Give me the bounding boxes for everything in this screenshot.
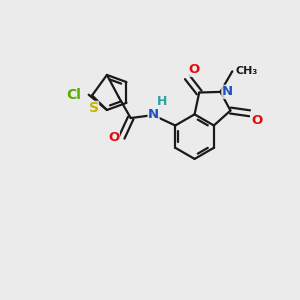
Text: CH₃: CH₃	[236, 66, 258, 76]
Text: H: H	[157, 95, 167, 108]
Text: N: N	[148, 108, 159, 121]
Text: O: O	[189, 63, 200, 76]
Text: O: O	[108, 131, 119, 144]
Text: O: O	[251, 114, 262, 127]
Text: N: N	[222, 85, 233, 98]
Text: S: S	[88, 101, 98, 116]
Text: Cl: Cl	[66, 88, 81, 102]
